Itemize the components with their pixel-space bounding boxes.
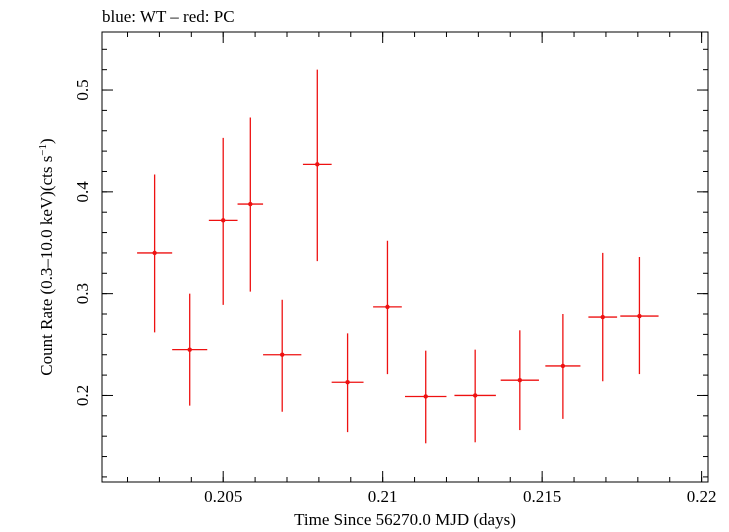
data-point [405, 350, 447, 444]
data-point [500, 330, 539, 431]
point-marker [385, 304, 390, 310]
point-marker [345, 380, 350, 385]
minor-ticks [102, 32, 708, 482]
chart-title: blue: WT – red: PC [102, 7, 235, 26]
point-marker [600, 314, 605, 320]
y-axis-label-end: ) [37, 138, 56, 144]
data-point [373, 240, 402, 375]
data-point [208, 137, 238, 305]
y-tick-labels: 0.2 0.3 0.4 0.5 [73, 79, 92, 406]
data-point [331, 333, 364, 433]
point-marker [187, 347, 192, 352]
point-marker [472, 393, 478, 398]
point-marker [637, 313, 642, 319]
x-tick-label: 0.21 [368, 487, 398, 506]
x-axis-label: Time Since 56270.0 MJD (days) [294, 510, 516, 529]
y-tick-label: 0.5 [73, 79, 92, 100]
point-marker [560, 363, 566, 369]
x-tick-label: 0.205 [204, 487, 242, 506]
data-point [545, 314, 581, 419]
data-point [454, 349, 496, 443]
y-tick-label: 0.2 [73, 385, 92, 406]
x-tick-label: 0.215 [523, 487, 561, 506]
point-marker [221, 218, 226, 223]
data-point [237, 117, 264, 292]
y-axis-label-exponent: −1 [37, 144, 49, 156]
y-axis-label-main: Count Rate (0.3–10.0 keV)(cts s [37, 156, 56, 376]
y-axis-label: Count Rate (0.3–10.0 keV)(cts s−1) [37, 138, 56, 375]
x-tick-labels: 0.205 0.21 0.215 0.22 [204, 487, 716, 506]
point-marker [315, 162, 320, 167]
data-point [620, 257, 659, 375]
data-point [137, 174, 173, 333]
point-marker [517, 377, 523, 383]
point-marker [248, 201, 253, 207]
data-point [172, 293, 208, 406]
y-tick-label: 0.4 [73, 181, 92, 203]
data-point [302, 69, 332, 262]
point-marker [423, 394, 428, 399]
point-marker [152, 250, 157, 256]
data-points [137, 69, 659, 444]
plot-frame [101, 31, 709, 483]
x-tick-label: 0.22 [687, 487, 717, 506]
data-point [588, 252, 618, 382]
data-point [263, 299, 302, 412]
major-ticks [102, 32, 708, 482]
point-marker [280, 352, 285, 357]
y-tick-label: 0.3 [73, 283, 92, 304]
